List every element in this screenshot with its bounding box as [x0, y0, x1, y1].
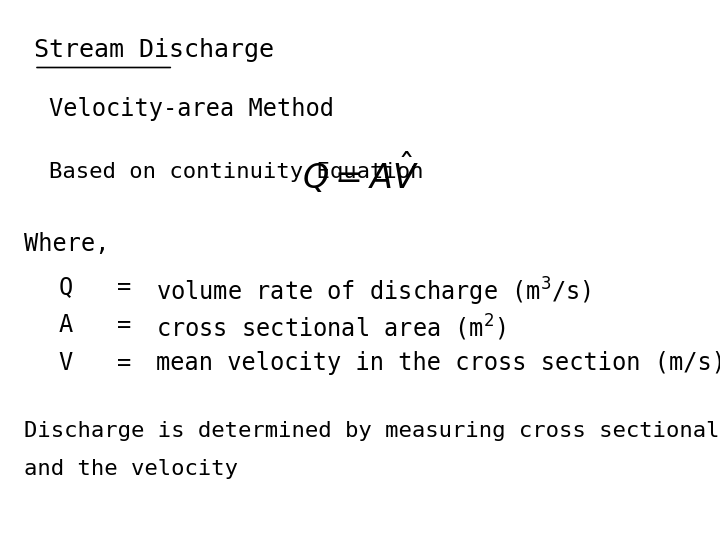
- Text: Stream Discharge: Stream Discharge: [34, 38, 274, 62]
- Text: $Q = A\hat{V}$: $Q = A\hat{V}$: [302, 151, 419, 197]
- Text: =: =: [117, 275, 131, 299]
- Text: Based on continuity Equation: Based on continuity Equation: [49, 162, 423, 182]
- Text: A: A: [58, 313, 73, 337]
- Text: Velocity-area Method: Velocity-area Method: [49, 97, 334, 121]
- Text: Q: Q: [58, 275, 73, 299]
- Text: mean velocity in the cross section (m/s): mean velocity in the cross section (m/s): [156, 351, 720, 375]
- Text: Where,: Where,: [24, 232, 110, 256]
- Text: Discharge is determined by measuring cross sectional area: Discharge is determined by measuring cro…: [24, 421, 720, 441]
- Text: =: =: [117, 313, 131, 337]
- Text: and the velocity: and the velocity: [24, 459, 238, 479]
- Text: V: V: [58, 351, 73, 375]
- Text: =: =: [117, 351, 131, 375]
- Text: cross sectional area (m$^2$): cross sectional area (m$^2$): [156, 313, 506, 343]
- Text: volume rate of discharge (m$^3$/s): volume rate of discharge (m$^3$/s): [156, 275, 591, 308]
